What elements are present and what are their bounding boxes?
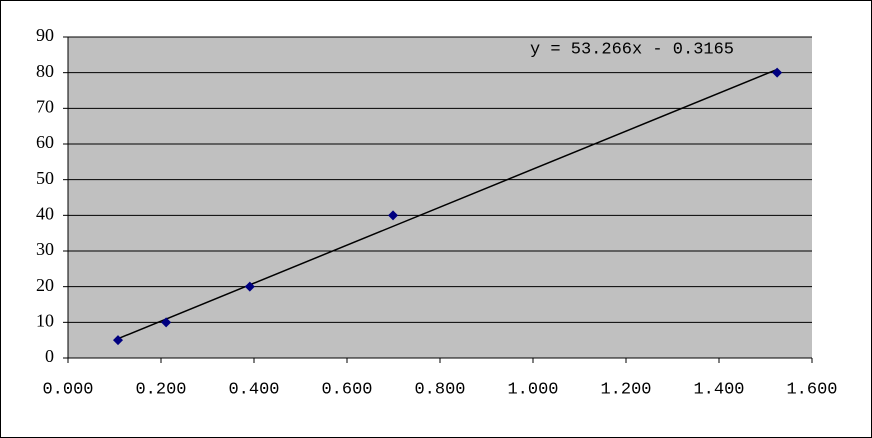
x-tick-label: 0.800 xyxy=(414,380,465,399)
trendline xyxy=(117,68,778,340)
trendline-equation: y = 53.266x - 0.3165 xyxy=(530,40,734,59)
data-point xyxy=(161,317,172,328)
x-tick-label: 1.600 xyxy=(786,380,837,399)
y-tick-label: 50 xyxy=(36,168,54,188)
data-point xyxy=(388,210,399,221)
y-tick-label: 40 xyxy=(36,203,54,223)
x-tick-label: 1.400 xyxy=(693,380,744,399)
data-point xyxy=(244,281,255,292)
x-tick-label: 0.600 xyxy=(321,380,372,399)
y-tick-label: 10 xyxy=(36,310,54,330)
x-tick-label: 0.000 xyxy=(42,380,93,399)
x-tick-label: 1.000 xyxy=(507,380,558,399)
data-point xyxy=(112,335,123,346)
x-tick-label: 0.400 xyxy=(228,380,279,399)
x-tick-label: 0.200 xyxy=(135,380,186,399)
data-point xyxy=(772,67,783,78)
plot-area xyxy=(68,37,812,358)
y-tick-label: 20 xyxy=(36,275,54,295)
y-tick-label: 80 xyxy=(36,61,54,81)
y-tick-label: 30 xyxy=(36,239,54,259)
y-tick-label: 0 xyxy=(45,346,54,366)
y-tick-label: 70 xyxy=(36,96,54,116)
y-tick-label: 90 xyxy=(36,25,54,45)
x-tick-label: 1.200 xyxy=(600,380,651,399)
y-tick-label: 60 xyxy=(36,132,54,152)
